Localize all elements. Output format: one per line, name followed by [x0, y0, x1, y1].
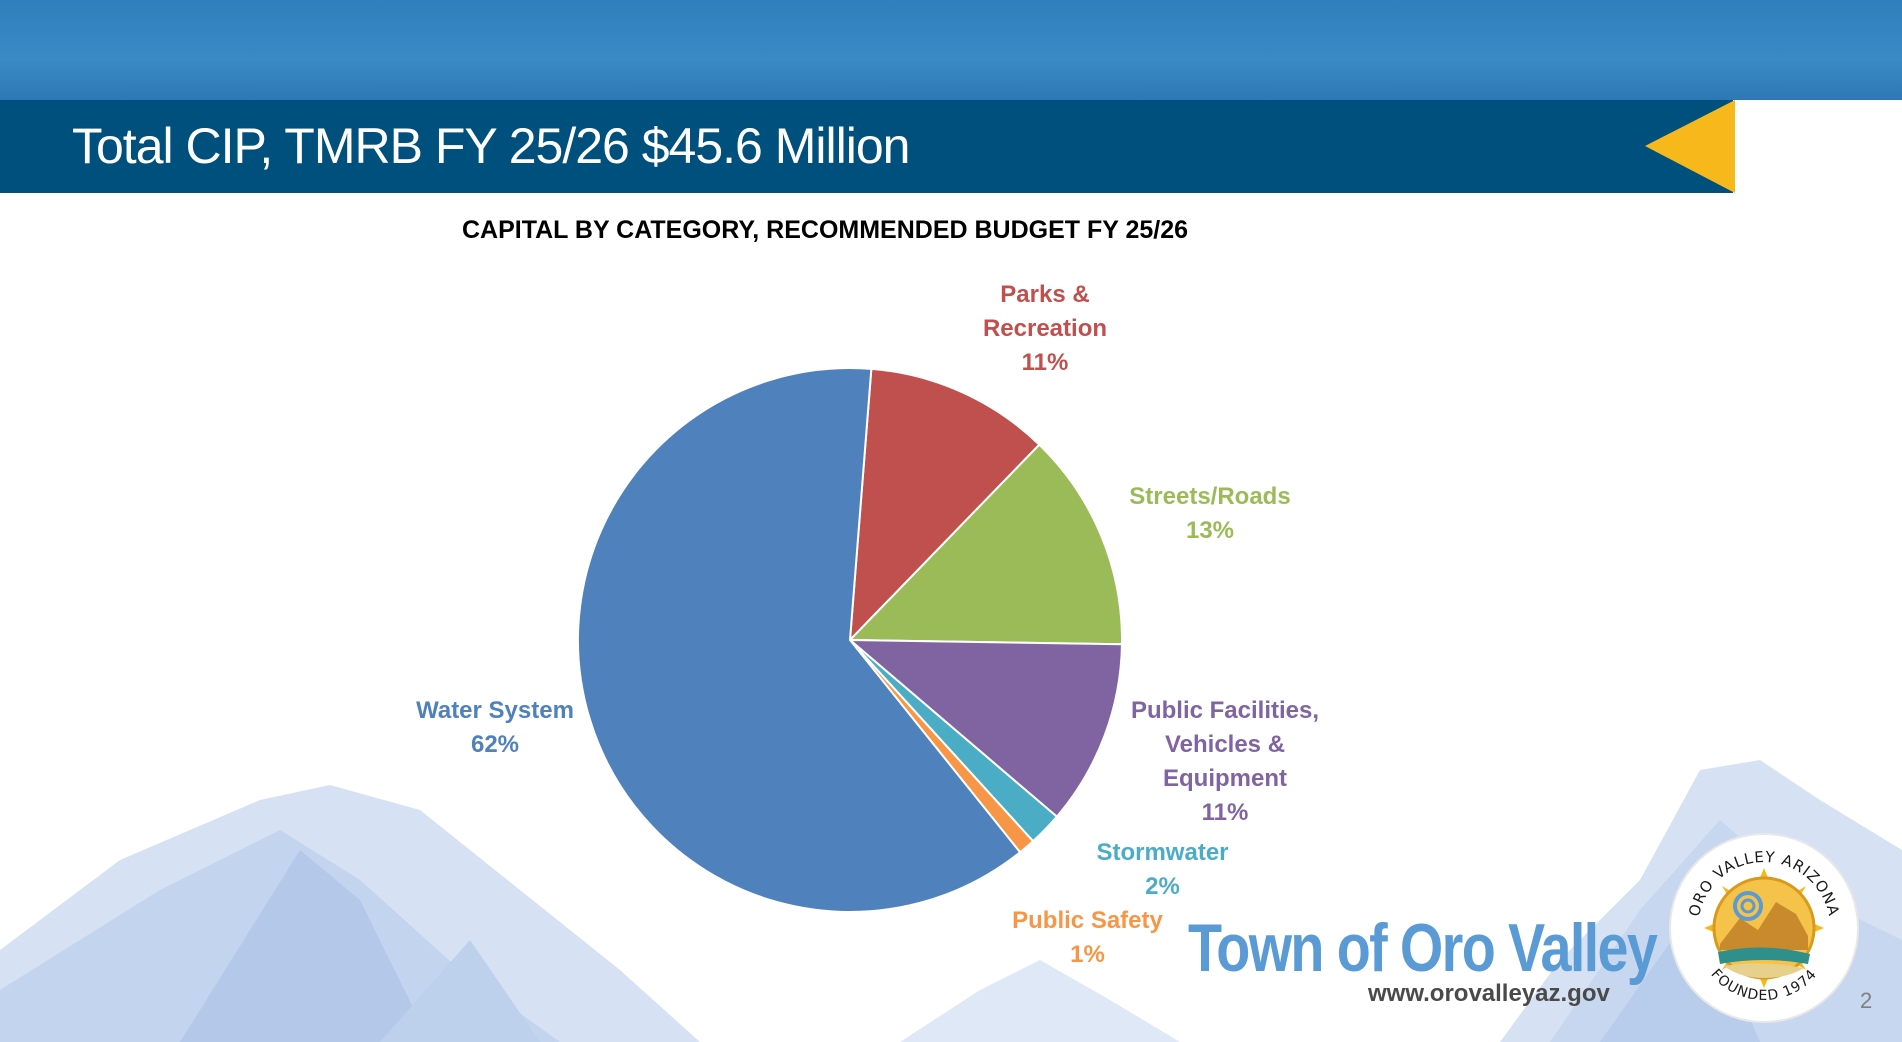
slice-label-streets-roads: Streets/Roads 13% — [1129, 483, 1291, 544]
pie-slice-water-system — [577, 367, 1022, 913]
pie-chart — [577, 367, 1123, 913]
arrow-flag-icon — [1645, 100, 1735, 193]
slice-label-public-facilities: Public Facilities, Vehicles & Equipment … — [1130, 697, 1320, 826]
website-link[interactable]: www.orovalleyaz.gov — [1368, 980, 1610, 1007]
header-band — [0, 0, 1902, 100]
pie-slice-streets-roads — [847, 443, 1123, 646]
slide-number: 2 — [1860, 988, 1873, 1013]
chart-title: CAPITAL BY CATEGORY, RECOMMENDED BUDGET … — [461, 216, 1189, 244]
pie-slice-public-facilities-vehicles-equipment — [847, 638, 1123, 819]
slice-label-stormwater: Stormwater 2% — [1096, 839, 1229, 900]
town-seal-icon: ORO VALLEY ARIZONA FOUNDED 1974 — [1669, 833, 1859, 1023]
slice-label-public-safety: Public Safety 1% — [1012, 907, 1163, 968]
town-logo-text: Town of Oro Valley — [1188, 910, 1658, 986]
page-title: Total CIP, TMRB FY 25/26 $45.6 Million — [72, 118, 910, 174]
title-bar — [0, 100, 1733, 193]
pie-slice-parks-recreation — [848, 367, 1041, 643]
slice-label-water-system: Water System 62% — [416, 697, 574, 758]
slice-label-parks-recreation: Parks & Recreation 11% — [982, 281, 1108, 376]
